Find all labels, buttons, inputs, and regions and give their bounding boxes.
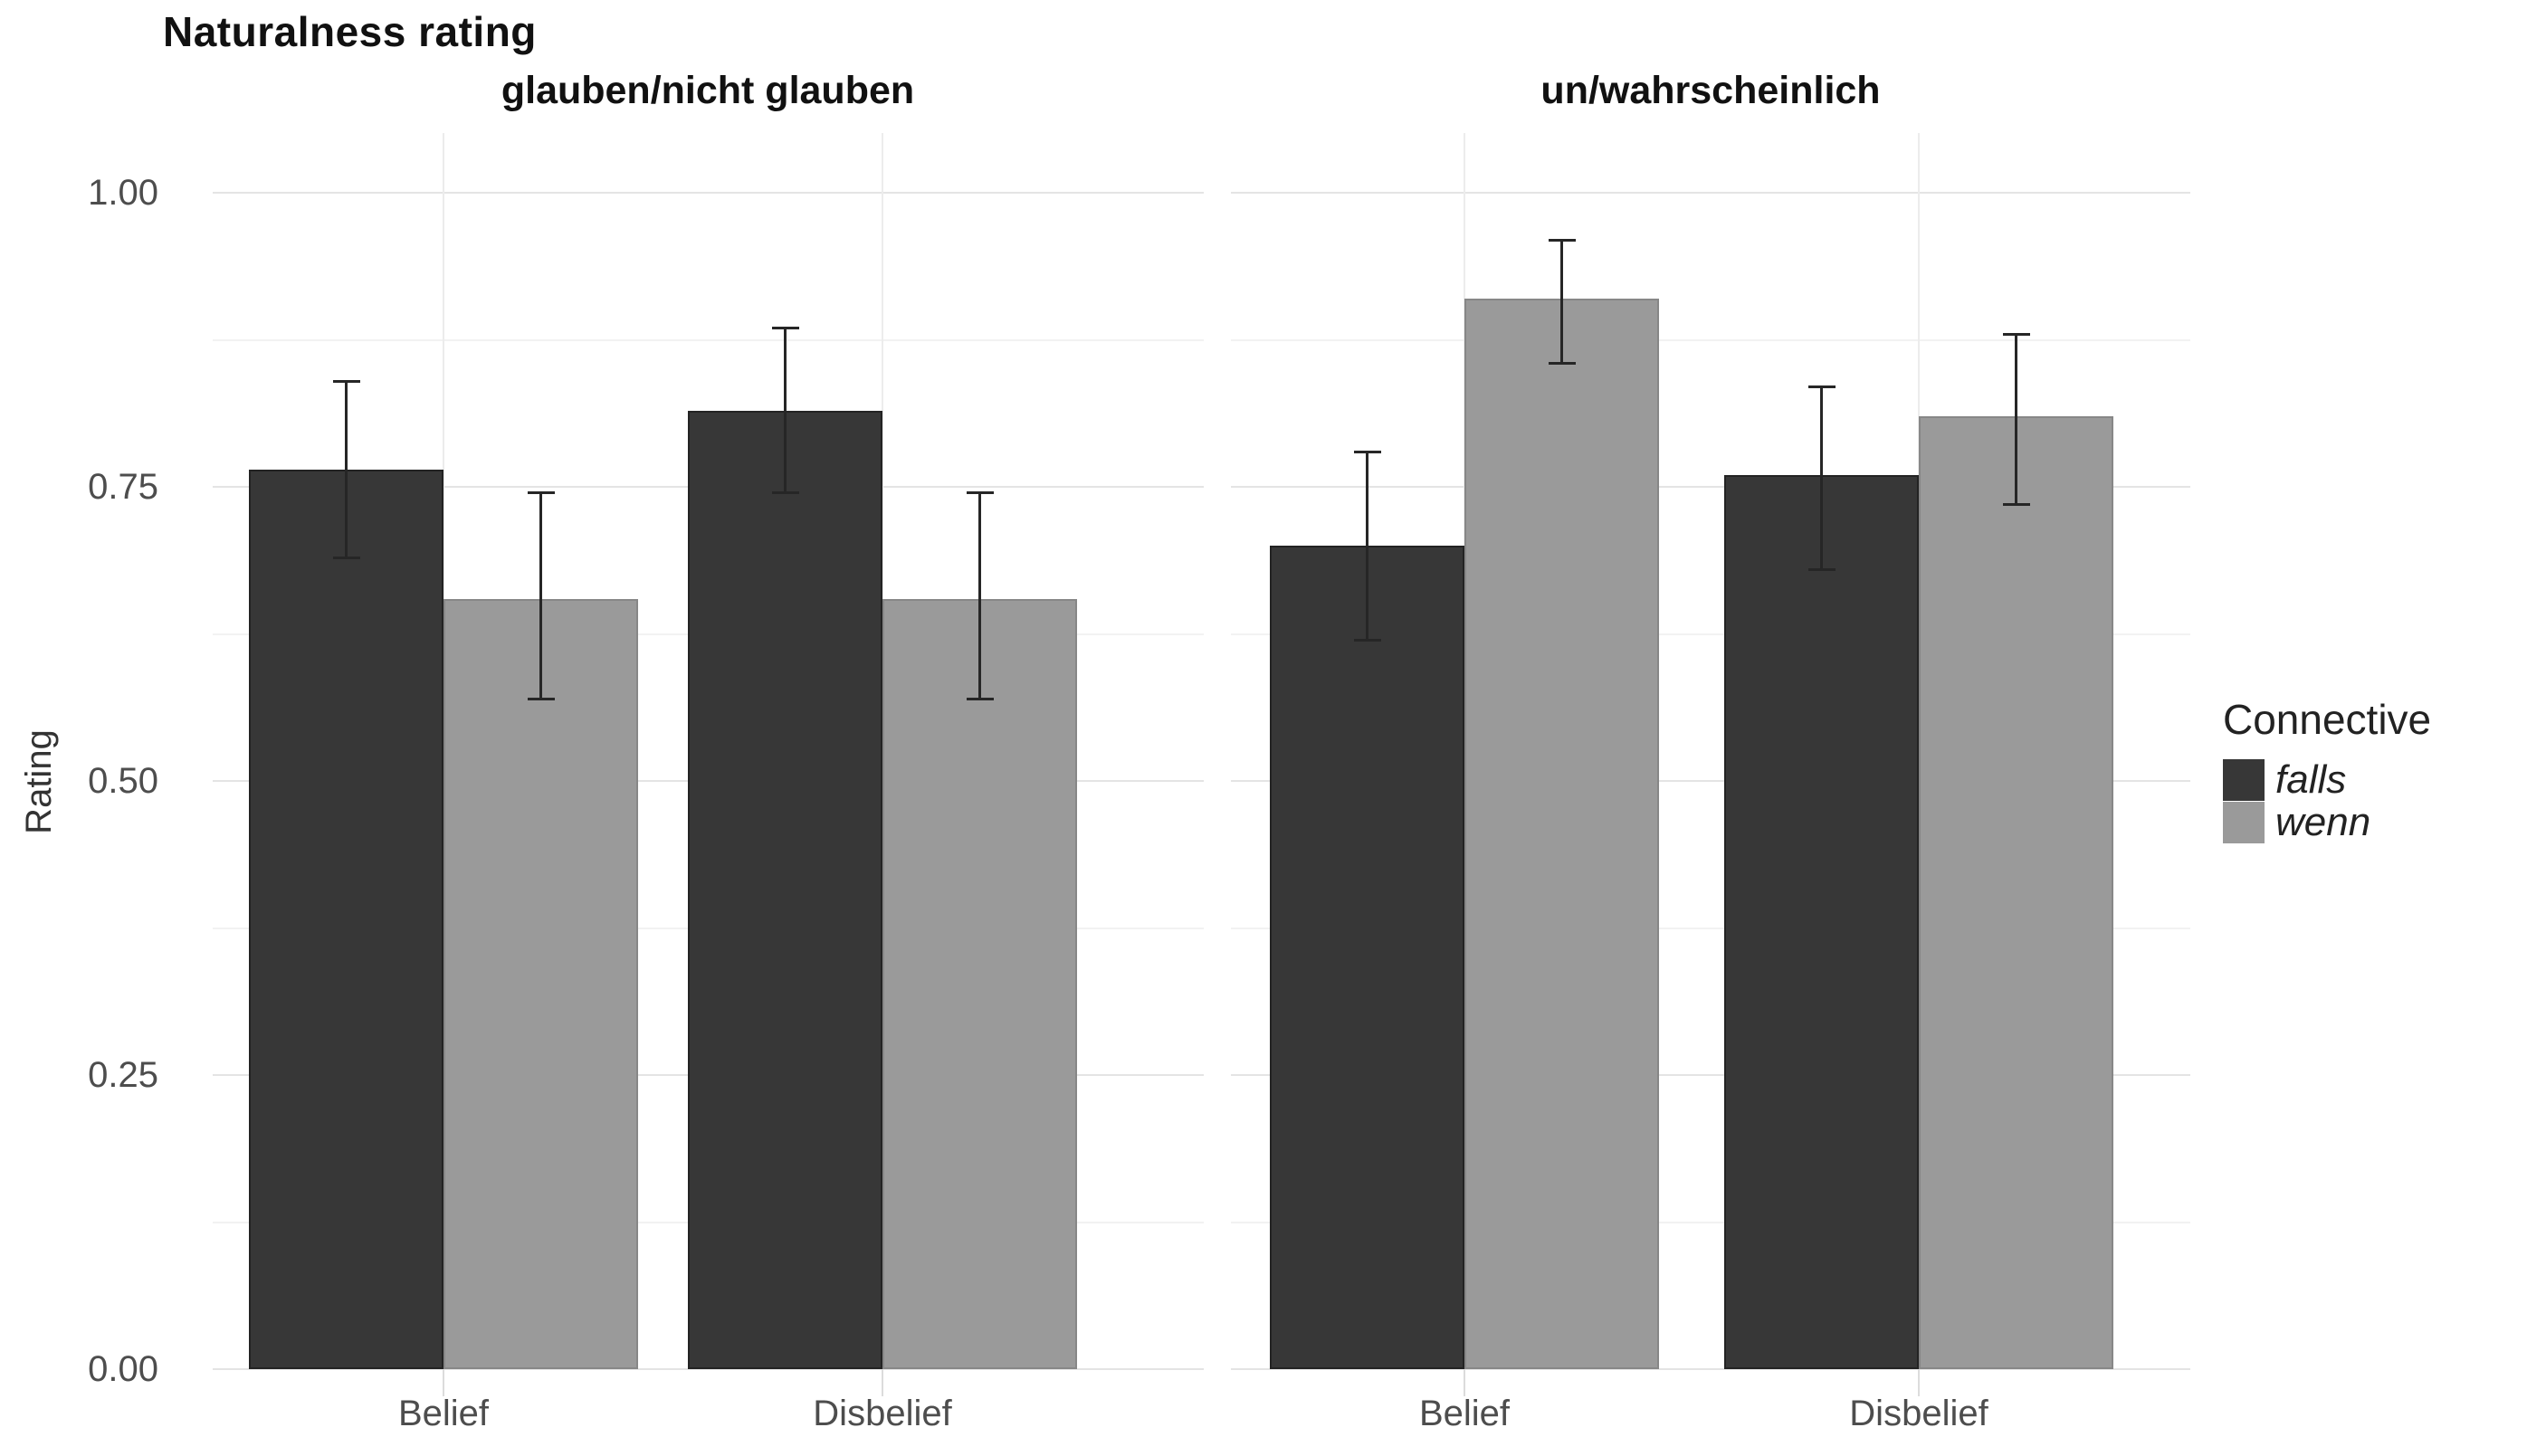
minor-gridline <box>1231 633 2190 635</box>
legend-item-label: falls <box>2275 757 2347 802</box>
bar-wenn-belief <box>443 598 638 1369</box>
errorbar-line <box>1820 386 1823 569</box>
major-gridline <box>1231 1368 2190 1370</box>
bar-falls-disbelief <box>1724 475 1919 1369</box>
chart-title: Naturalness rating <box>163 8 537 55</box>
bar-falls-belief <box>1270 546 1464 1369</box>
falls-swatch <box>2223 758 2265 801</box>
bar-wenn-disbelief <box>1919 416 2113 1369</box>
facet-label-glauben: glauben/nicht glauben <box>501 69 915 112</box>
errorbar-line <box>1560 240 1563 364</box>
errorbar-cap <box>2002 332 2030 336</box>
legend-item-wenn: wenn <box>2223 799 2431 844</box>
errorbar-cap <box>771 327 799 329</box>
errorbar-line <box>978 492 981 699</box>
errorbar-cap <box>966 697 994 700</box>
y-tick-label: 0.75 <box>88 467 158 507</box>
errorbar-cap <box>1353 638 1381 642</box>
x-axis-label-belief: Belief <box>1418 1394 1511 1433</box>
errorbar-cap <box>1548 362 1576 365</box>
errorbar-line <box>784 328 787 493</box>
legend-item-falls: falls <box>2223 757 2431 802</box>
major-gridline <box>213 1368 1204 1370</box>
errorbar-line <box>1366 452 1368 640</box>
errorbar-line <box>345 381 348 557</box>
y-tick-label: 0.25 <box>88 1055 158 1095</box>
minor-gridline <box>1231 338 2190 341</box>
x-axis-label-disbelief: Disbelief <box>1849 1394 1988 1433</box>
minor-gridline <box>213 338 1204 341</box>
errorbar-cap <box>2002 503 2030 506</box>
x-axis-tick <box>1464 1369 1465 1396</box>
major-gridline <box>1231 780 2190 782</box>
facet-label-wahrscheinlich: un/wahrscheinlich <box>1540 69 1881 112</box>
errorbar-cap <box>1807 385 1836 388</box>
wenn-swatch <box>2223 801 2265 843</box>
bar-falls-disbelief <box>688 410 882 1369</box>
errorbar-line <box>2015 334 2017 505</box>
legend: Connective falls wenn <box>2223 695 2432 844</box>
errorbar-line <box>539 492 542 699</box>
legend-title: Connective <box>2223 696 2432 743</box>
errorbar-cap <box>527 491 555 494</box>
major-gridline <box>1231 1074 2190 1076</box>
errorbar-cap <box>771 491 799 494</box>
x-axis-label-disbelief: Disbelief <box>813 1394 952 1433</box>
bar-wenn-disbelief <box>882 598 1077 1369</box>
x-axis-tick <box>882 1369 883 1396</box>
legend-item-label: wenn <box>2275 799 2371 844</box>
minor-gridline <box>1231 1221 2190 1223</box>
bar-falls-belief <box>249 469 443 1369</box>
errorbar-cap <box>527 697 555 700</box>
facet-panel <box>1231 133 2190 1370</box>
errorbar-cap <box>332 379 360 383</box>
facet-panel <box>213 133 1204 1370</box>
major-gridline <box>1231 192 2190 194</box>
y-tick-label: 0.50 <box>88 761 158 801</box>
errorbar-cap <box>1807 567 1836 571</box>
major-gridline <box>1231 486 2190 488</box>
bar-wenn-belief <box>1464 299 1659 1369</box>
y-tick-label: 1.00 <box>88 173 158 213</box>
x-axis-label-belief: Belief <box>397 1394 490 1433</box>
errorbar-cap <box>1353 450 1381 453</box>
major-gridline <box>213 192 1204 194</box>
x-axis-tick <box>1918 1369 1920 1396</box>
minor-gridline <box>1231 927 2190 929</box>
errorbar-cap <box>332 556 360 559</box>
errorbar-cap <box>966 491 994 494</box>
errorbar-cap <box>1548 238 1576 242</box>
x-axis-tick <box>443 1369 444 1396</box>
y-tick-label: 0.00 <box>88 1349 158 1389</box>
